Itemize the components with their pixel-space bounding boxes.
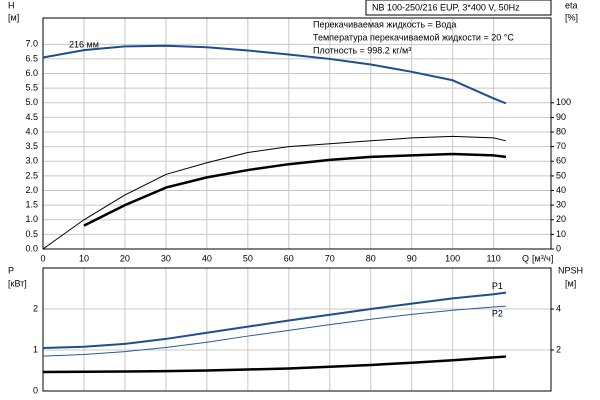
y-tick-label: 6.0 <box>25 68 38 78</box>
y-axis-label: H <box>8 0 15 10</box>
y-tick-label: 7.0 <box>25 39 38 49</box>
y2-tick-label: 30 <box>556 200 566 210</box>
y2-tick-label: 2 <box>556 344 561 354</box>
y-tick-label: 1.5 <box>25 200 38 210</box>
annotation: Плотность = 998.2 кг/м³ <box>313 45 411 55</box>
annotation: Температура перекачиваемой жидкости = 20… <box>313 32 514 42</box>
series-line <box>42 355 507 374</box>
x-axis-unit: [м³/ч] <box>532 253 553 263</box>
x-tick-label: 50 <box>243 253 253 263</box>
y2-tick-label: 10 <box>556 229 566 239</box>
x-tick-label: 70 <box>325 253 335 263</box>
x-tick-label: 80 <box>366 253 376 263</box>
x-tick-label: 40 <box>202 253 212 263</box>
y2-tick-label: 50 <box>556 170 566 180</box>
series-label: 216 мм <box>69 39 99 49</box>
x-axis-label: Q <box>522 253 529 263</box>
y-tick-label: 0.5 <box>25 229 38 239</box>
y-tick-label: 3.0 <box>25 156 38 166</box>
x-tick-label: 20 <box>120 253 130 263</box>
y-tick-label: 1.0 <box>25 214 38 224</box>
y-tick-label: 4.5 <box>25 112 38 122</box>
y-axis-unit: [м] <box>8 12 19 22</box>
series-label: P1 <box>492 281 503 291</box>
title-box <box>365 0 552 16</box>
plot-frame <box>42 17 552 250</box>
y-axis-label: P <box>8 265 14 275</box>
series-line <box>83 152 507 227</box>
chart-title: NB 100-250/216 EUP, 3*400 V, 50Hz <box>372 2 520 12</box>
y-tick-label: 5.0 <box>25 97 38 107</box>
y2-tick-label: 0 <box>556 243 561 253</box>
y-tick-label: 2.0 <box>25 185 38 195</box>
y-tick-label: 5.5 <box>25 83 38 93</box>
y2-tick-label: 60 <box>556 156 566 166</box>
x-tick-label: 100 <box>445 253 460 263</box>
x-tick-label: 90 <box>407 253 417 263</box>
y-tick-label: 4.0 <box>25 126 38 136</box>
x-tick-label: 30 <box>161 253 171 263</box>
series-line <box>42 44 507 105</box>
y2-tick-label: 100 <box>556 97 571 107</box>
annotation: Перекачиваемая жидкость = Вода <box>313 19 456 29</box>
x-tick-label: 0 <box>40 253 45 263</box>
y-tick-label: 6.5 <box>25 53 38 63</box>
y2-axis-unit: [м] <box>565 278 576 288</box>
y2-tick-label: 20 <box>556 214 566 224</box>
y-tick-label: 2 <box>33 303 38 313</box>
y2-axis-unit: [%] <box>565 12 578 22</box>
y-tick-label: 0.0 <box>25 243 38 253</box>
y2-axis-label: NPSH <box>558 265 583 275</box>
y-axis-unit: [кВт] <box>8 278 27 288</box>
y2-tick-label: 90 <box>556 112 566 122</box>
y-tick-label: 3.5 <box>25 141 38 151</box>
series-label: P2 <box>492 309 503 319</box>
y2-tick-label: 70 <box>556 141 566 151</box>
y2-tick-label: 4 <box>556 303 561 313</box>
series-line <box>42 291 507 349</box>
x-tick-label: 60 <box>284 253 294 263</box>
y-tick-label: 1 <box>33 344 38 354</box>
x-tick-label: 110 <box>486 253 500 263</box>
y2-tick-label: 80 <box>556 126 566 136</box>
x-tick-label: 10 <box>79 253 89 263</box>
y2-axis-label: eta <box>565 0 578 10</box>
y2-tick-label: 40 <box>556 185 566 195</box>
y-tick-label: 2.5 <box>25 170 38 180</box>
y-tick-label: 0 <box>33 385 38 395</box>
plot-frame <box>42 267 552 392</box>
series-line <box>42 135 507 250</box>
series-line <box>42 305 506 357</box>
